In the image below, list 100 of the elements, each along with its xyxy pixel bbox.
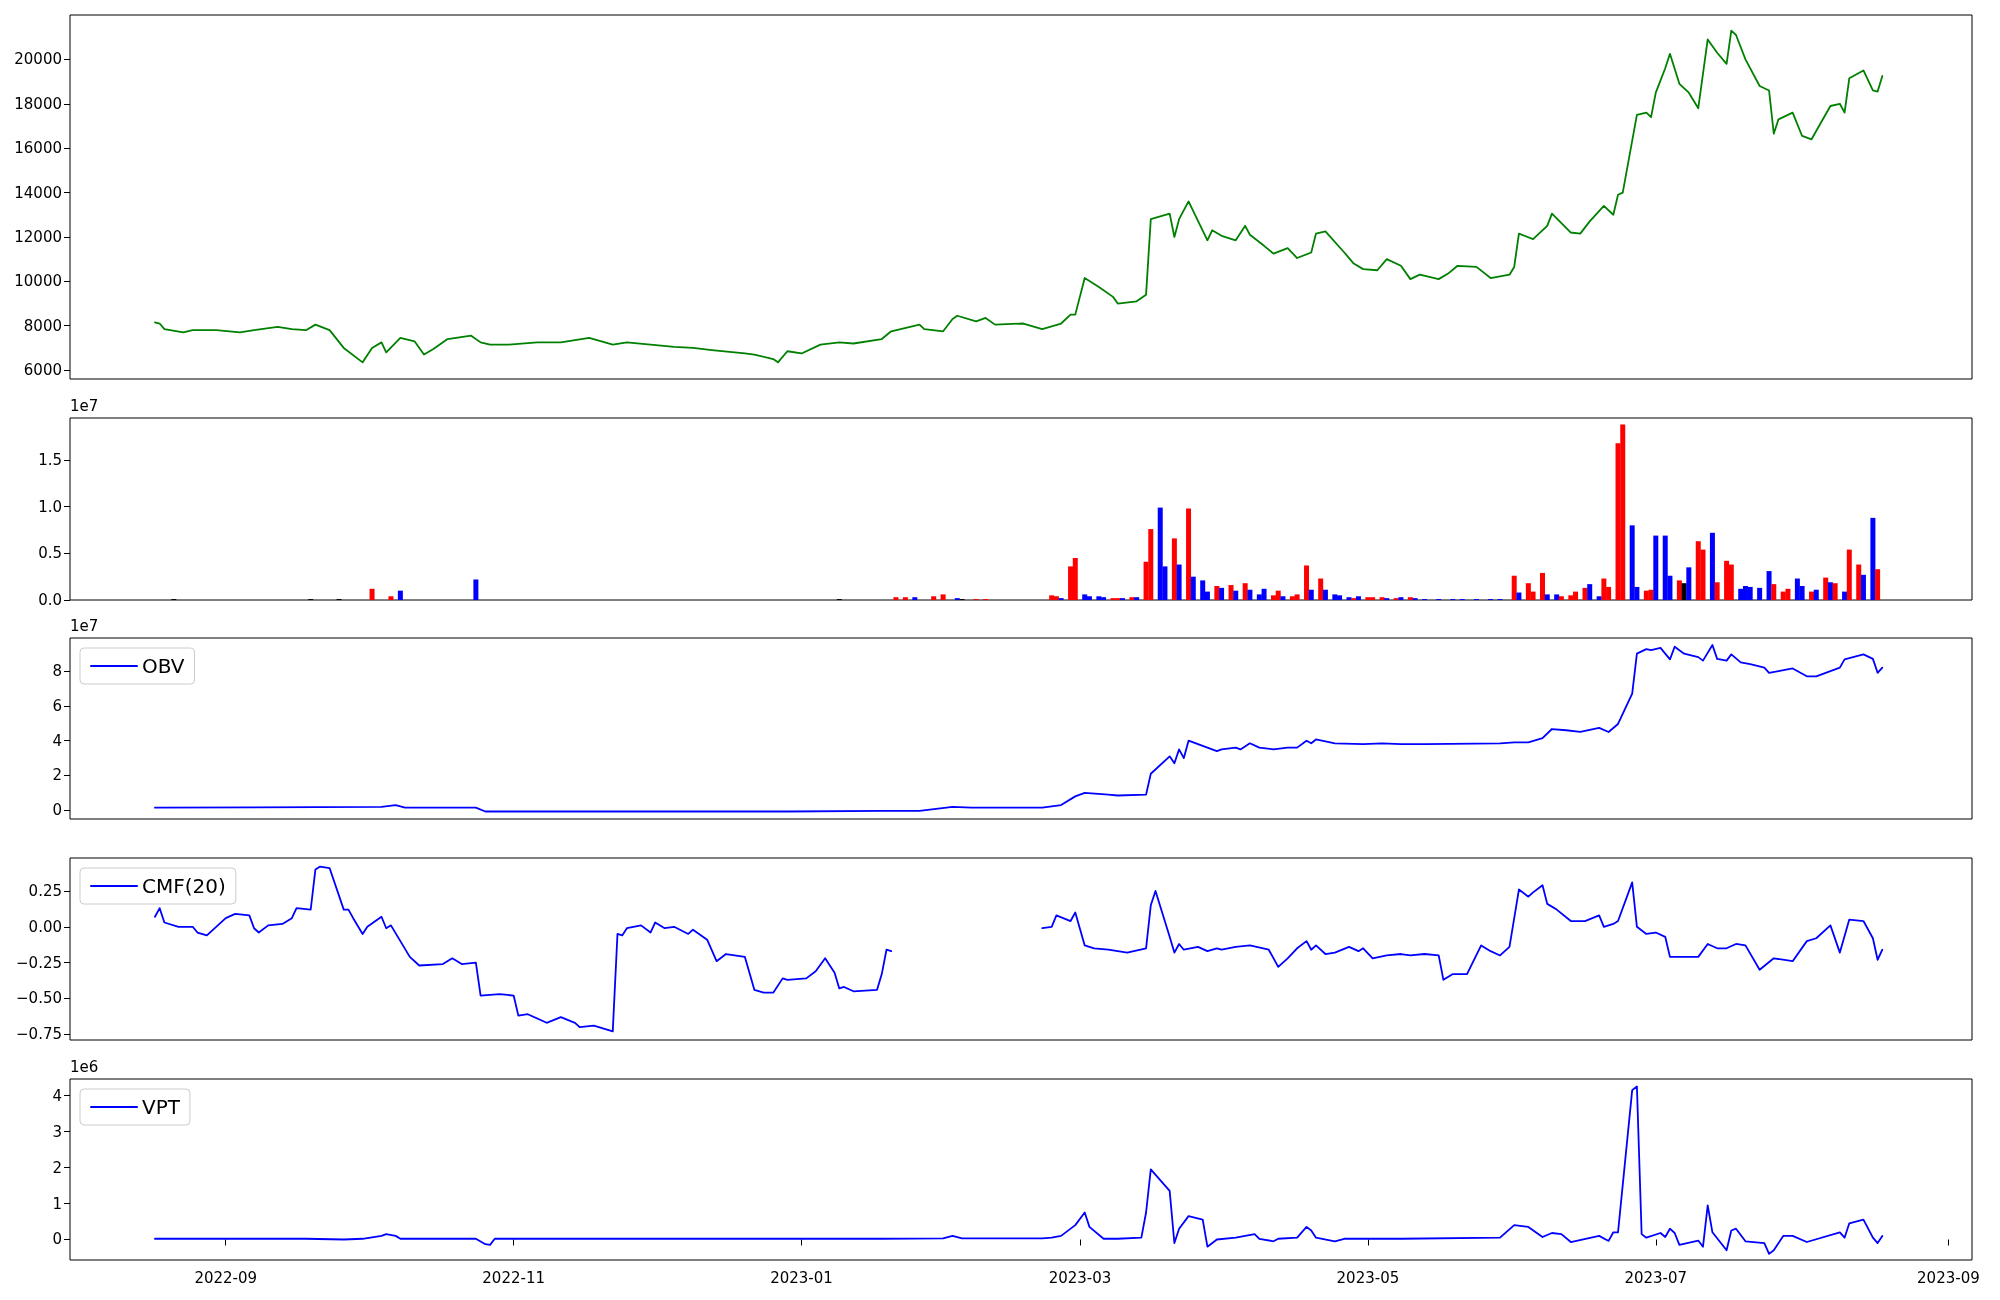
x-tick-label: 2023-07 — [1624, 1268, 1688, 1287]
y-tick-label: −0.25 — [16, 953, 62, 972]
bar — [1709, 532, 1715, 600]
text: 1e7 — [70, 616, 99, 635]
y-tick-label: 0.25 — [28, 881, 62, 900]
bar — [1582, 587, 1588, 600]
y-tick-label: 6000 — [23, 361, 62, 380]
y-tick-label: 8 — [52, 662, 62, 681]
bar — [1554, 594, 1560, 600]
bar — [1186, 508, 1192, 600]
bar — [1355, 596, 1361, 600]
bar — [1809, 591, 1815, 600]
bar — [1233, 590, 1239, 600]
bar — [1662, 535, 1668, 600]
bar — [1620, 424, 1626, 600]
bar — [1629, 525, 1635, 600]
bar — [1261, 588, 1267, 600]
bar — [1516, 592, 1522, 600]
bar — [1214, 586, 1220, 600]
bar — [1875, 569, 1881, 600]
bar — [1724, 560, 1730, 600]
y-tick-label: 1.5 — [38, 451, 62, 469]
bar — [1176, 564, 1182, 600]
legend-label: OBV — [142, 654, 185, 678]
bar — [1568, 595, 1574, 600]
bar — [902, 597, 908, 600]
bar — [1827, 582, 1833, 600]
bar — [1318, 578, 1324, 600]
bar — [1171, 538, 1177, 600]
y-tick-label: 0.5 — [38, 544, 62, 563]
bar — [1332, 594, 1338, 600]
bar — [1379, 597, 1385, 600]
bar — [1686, 567, 1692, 600]
x-tick-label: 2022-11 — [482, 1268, 545, 1287]
bar — [1096, 596, 1102, 600]
bar — [1247, 589, 1253, 600]
bar — [1322, 589, 1328, 600]
bar — [1676, 580, 1682, 600]
bar — [1870, 517, 1876, 600]
bar — [1860, 574, 1866, 600]
bar — [1134, 597, 1140, 600]
legend-label: CMF(20) — [142, 874, 226, 898]
x-tick-label: 2023-01 — [770, 1268, 833, 1287]
y-tick-label: 3 — [52, 1122, 62, 1141]
bar — [369, 588, 375, 600]
bar — [940, 594, 946, 600]
bar — [1304, 565, 1310, 600]
y-tick-label: −0.50 — [16, 989, 62, 1008]
x-tick-label: 2023-09 — [1917, 1268, 1980, 1287]
bar — [1846, 549, 1852, 600]
bar — [1398, 597, 1404, 600]
bar — [1346, 597, 1352, 600]
bar — [1049, 595, 1055, 600]
bar — [1558, 596, 1564, 600]
y-tick-label: 10000 — [14, 272, 62, 291]
bar — [473, 579, 479, 600]
y-tick-label: 4 — [52, 1086, 62, 1105]
bar — [931, 596, 937, 600]
y-tick-label: 16000 — [14, 139, 62, 158]
bar — [1082, 594, 1088, 600]
bar — [1190, 576, 1196, 600]
bar — [912, 597, 918, 600]
bar — [1587, 584, 1593, 600]
x-tick-label: 2023-03 — [1048, 1268, 1112, 1287]
bar — [1714, 582, 1720, 600]
y-tick-label: −0.75 — [16, 1025, 62, 1044]
x-tick-label: 2022-09 — [194, 1268, 258, 1287]
bar — [1365, 597, 1371, 600]
bar — [1823, 577, 1829, 600]
bar — [1157, 507, 1163, 600]
bar — [1842, 591, 1848, 600]
bar — [1407, 597, 1413, 600]
bar — [1072, 558, 1078, 600]
y-tick-label: 2 — [52, 1158, 62, 1177]
y-tick-label: 18000 — [14, 94, 62, 113]
bar — [1728, 564, 1734, 600]
bar — [1294, 594, 1300, 600]
bar — [1747, 586, 1753, 600]
bar — [1280, 596, 1286, 600]
y-tick-label: 8000 — [23, 316, 62, 335]
bar — [1771, 584, 1777, 600]
y-tick-label: 1.0 — [38, 497, 62, 516]
bar — [1544, 594, 1550, 600]
bar — [1219, 587, 1225, 600]
bar — [1653, 535, 1659, 600]
y-tick-label: 14000 — [14, 183, 62, 202]
y-tick-label: 2 — [52, 766, 62, 785]
bar — [1148, 529, 1154, 600]
text: 1e7 — [70, 396, 99, 415]
bar — [1757, 587, 1763, 600]
bar — [1601, 578, 1607, 600]
legend-label: VPT — [142, 1095, 181, 1119]
bar — [1511, 575, 1517, 600]
y-tick-label: 0.0 — [38, 591, 62, 609]
y-tick-label: 4 — [52, 731, 62, 750]
y-tick-label: 6 — [52, 696, 62, 715]
bar — [893, 597, 899, 600]
line-series — [154, 29, 1884, 364]
y-tick-label: 1 — [52, 1194, 62, 1213]
bar — [1540, 572, 1546, 600]
